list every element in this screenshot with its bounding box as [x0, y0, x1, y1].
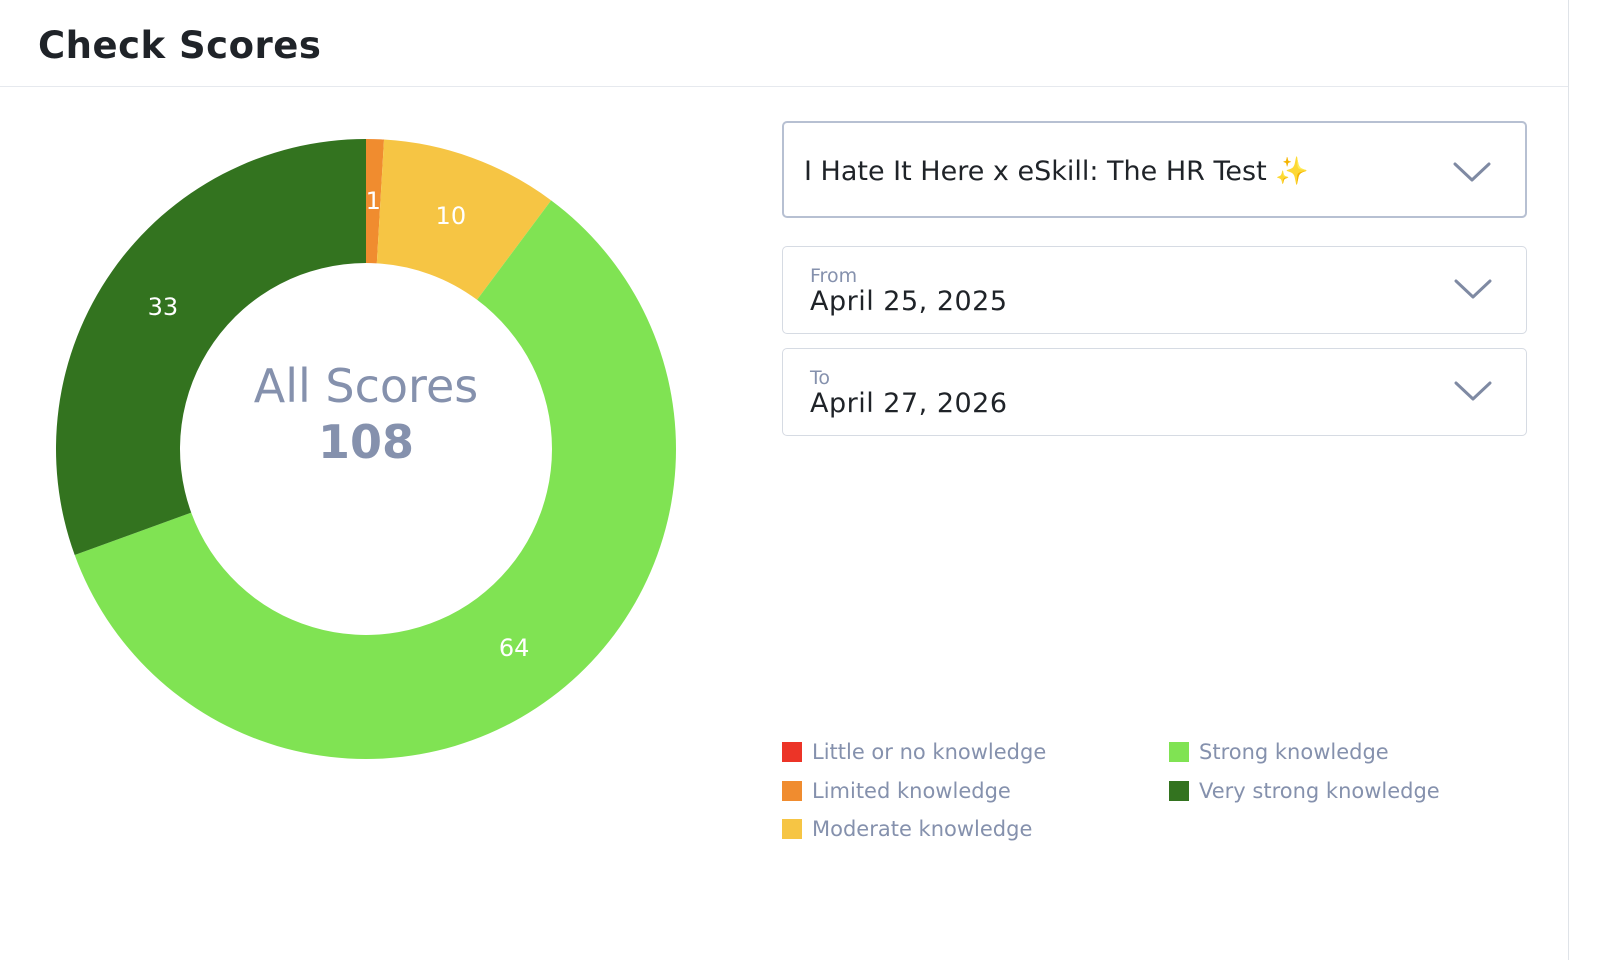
donut-slice-limited-knowledge[interactable] — [366, 139, 385, 264]
legend-swatch — [1169, 742, 1189, 762]
donut-slice-moderate-knowledge[interactable] — [376, 139, 552, 300]
donut-data-label: 64 — [499, 634, 530, 662]
legend-label: Little or no knowledge — [812, 740, 1047, 764]
legend-item-limited-knowledge[interactable]: Limited knowledge — [782, 779, 1011, 803]
legend-item-moderate-knowledge[interactable]: Moderate knowledge — [782, 817, 1032, 841]
score-donut-chart: 1 10 64 33 — [55, 139, 676, 760]
test-select[interactable]: I Hate It Here x eSkill: The HR Test ✨ — [782, 121, 1527, 218]
to-date-value: April 27, 2026 — [810, 388, 1008, 419]
legend-label: Strong knowledge — [1199, 740, 1389, 764]
chart-center-total: 108 — [317, 415, 415, 469]
legend-swatch — [1169, 781, 1189, 801]
legend-swatch — [782, 819, 802, 839]
chart-center-label: All Scores — [253, 359, 479, 413]
from-date-label: From — [810, 265, 858, 287]
legend-item-very-strong-knowledge[interactable]: Very strong knowledge — [1169, 779, 1440, 803]
donut-slice-very-strong-knowledge[interactable] — [55, 139, 366, 556]
scrollbar-track[interactable] — [1568, 0, 1569, 960]
from-date-select[interactable]: From April 25, 2025 — [782, 246, 1527, 334]
donut-data-label: 10 — [436, 202, 467, 230]
chevron-down-icon — [1454, 381, 1492, 401]
page-header: Check Scores — [0, 0, 1568, 87]
legend-swatch — [782, 742, 802, 762]
legend-label: Moderate knowledge — [812, 817, 1033, 841]
chevron-down-icon — [1454, 279, 1492, 299]
donut-slice-strong-knowledge[interactable] — [74, 200, 676, 760]
chevron-down-icon — [1453, 162, 1491, 182]
donut-data-label: 33 — [148, 293, 179, 321]
from-date-value: April 25, 2025 — [810, 286, 1008, 317]
page-title: Check Scores — [38, 24, 322, 67]
legend-label: Very strong knowledge — [1199, 779, 1440, 803]
legend-label: Limited knowledge — [812, 779, 1011, 803]
legend-swatch — [782, 781, 802, 801]
donut-data-label: 1 — [366, 187, 381, 215]
test-select-value: I Hate It Here x eSkill: The HR Test ✨ — [804, 156, 1309, 187]
legend-item-little-knowledge[interactable]: Little or no knowledge — [782, 740, 1046, 764]
to-date-select[interactable]: To April 27, 2026 — [782, 348, 1527, 436]
legend-item-strong-knowledge[interactable]: Strong knowledge — [1169, 740, 1389, 764]
to-date-label: To — [810, 367, 831, 389]
